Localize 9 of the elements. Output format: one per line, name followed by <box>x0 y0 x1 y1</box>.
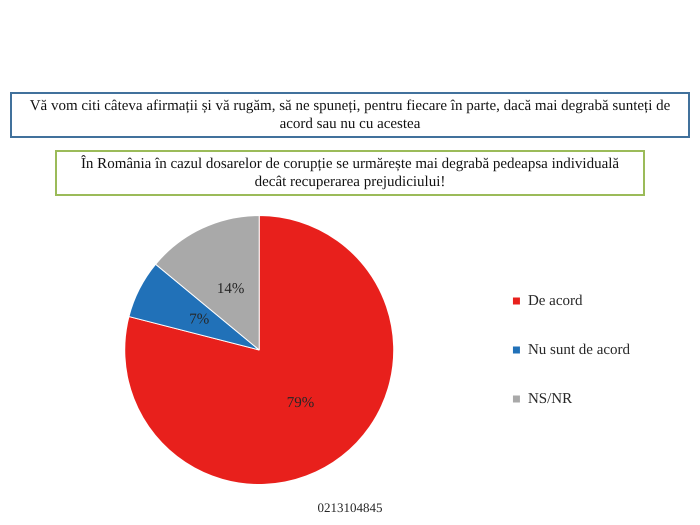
legend-label: Nu sunt de acord <box>528 342 630 358</box>
data-label: 14% <box>216 281 244 298</box>
legend-label: De acord <box>528 292 583 309</box>
text: 0213104845 <box>318 500 382 515</box>
chart-title: Vă vom citi câteva afirmații și vă rugăm, să ne spuneți, pentru fiecare în parte, dacă mai degrabă sunteți de acord sau nu cu acestea <box>10 92 690 138</box>
legend-label: NS/NR <box>528 390 572 407</box>
chart-subtitle: În România în cazul dosarelor de corupție se urmărește mai degrabă pedeapsa individuală decât recuperarea prejudiciului! <box>55 150 645 196</box>
data-label: 7% <box>189 311 210 328</box>
data-label: 79% <box>286 395 314 412</box>
